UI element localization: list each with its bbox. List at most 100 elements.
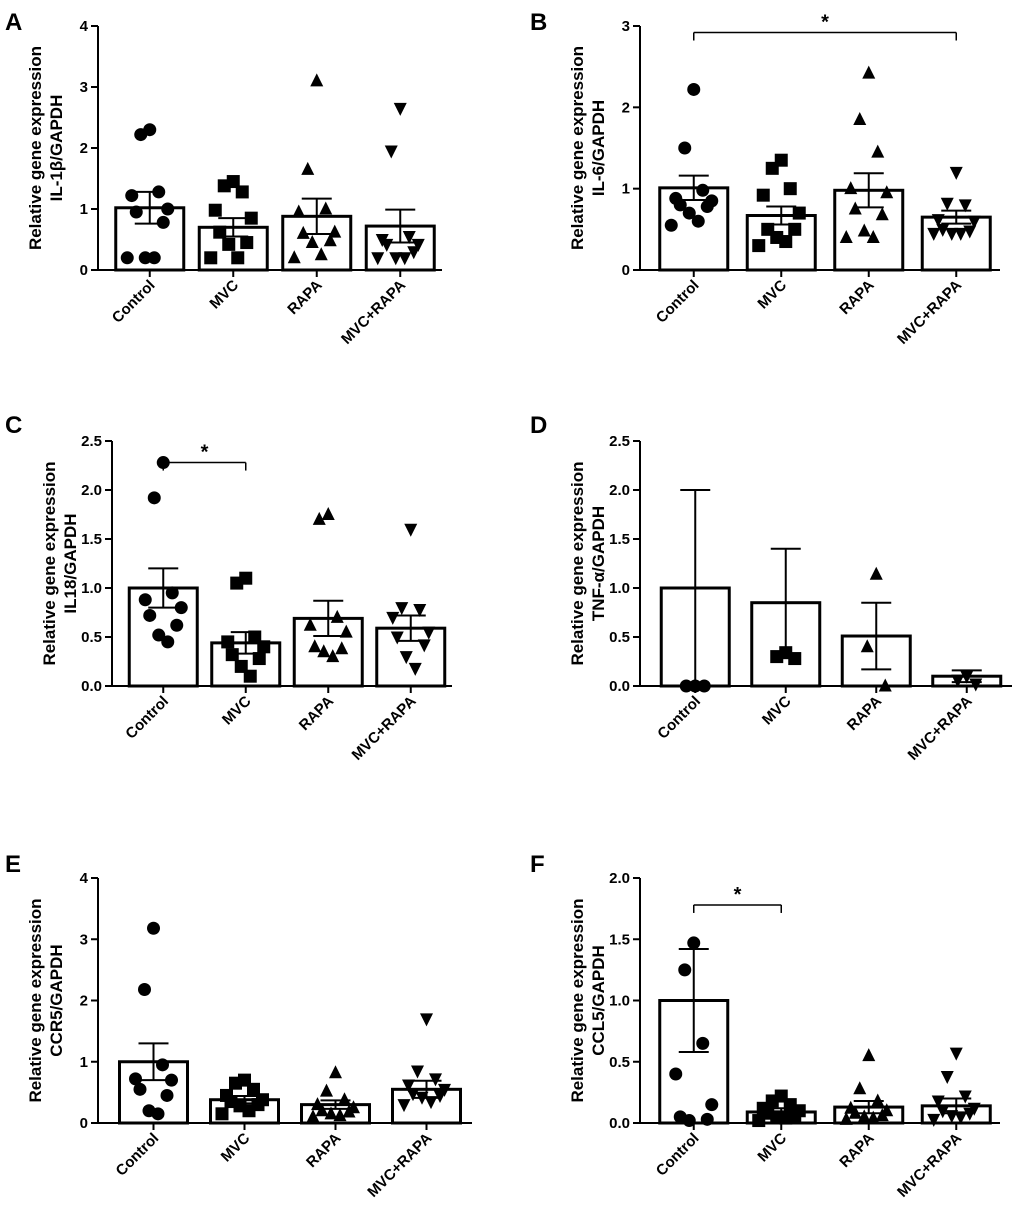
data-point — [156, 215, 170, 229]
data-point — [204, 251, 218, 265]
x-tick-label: MVC+RAPA — [338, 277, 409, 348]
y-axis-title-line: CCR5/GAPDH — [47, 944, 66, 1056]
data-point — [417, 639, 431, 653]
x-tick-label: Control — [654, 693, 704, 743]
panel-e: E Relative gene expression CCR5/GAPDH 0 1 2 3 4… — [5, 851, 472, 1201]
data-point — [247, 1082, 260, 1096]
x-tick-label: RAPA — [296, 693, 337, 734]
x-tick-label: Control — [653, 277, 703, 327]
data-point — [301, 161, 315, 175]
data-point — [397, 1099, 411, 1113]
data-point — [310, 73, 324, 87]
data-point — [862, 1048, 876, 1062]
y-tick-label: 2 — [80, 140, 88, 157]
y-tick-label: 2.0 — [609, 482, 630, 499]
data-point — [954, 1111, 968, 1125]
y-axis-title-line: IL18/GAPDH — [61, 513, 80, 613]
data-point — [147, 921, 160, 935]
y-tick-label: 0.0 — [81, 678, 102, 695]
data-point — [213, 225, 227, 239]
x-tick-label: MVC+RAPA — [349, 693, 420, 764]
data-point — [389, 252, 403, 266]
data-point — [244, 211, 258, 225]
data-point — [133, 1082, 147, 1096]
data-point — [129, 205, 143, 219]
significance-star: * — [734, 884, 742, 906]
panel-letter: A — [5, 9, 22, 36]
data-point — [221, 635, 235, 649]
y-tick-label: 3 — [80, 79, 88, 96]
data-point — [700, 1112, 714, 1126]
data-point — [305, 235, 319, 249]
y-axis-title-line: CCL5/GAPDH — [589, 945, 608, 1056]
x-tick-label: Control — [122, 693, 172, 743]
data-point — [243, 669, 257, 683]
y-tick-label: 3 — [622, 18, 630, 35]
data-point — [323, 233, 337, 247]
data-point — [958, 1090, 972, 1104]
data-point — [866, 1110, 880, 1124]
panel-b: B Relative gene expression IL-6/GAPDH 0 1 2 3 C… — [530, 9, 1000, 348]
data-point — [927, 1113, 941, 1127]
x-tick-label: RAPA — [284, 277, 325, 318]
data-point — [940, 1070, 954, 1084]
data-point — [165, 586, 179, 600]
panel-letter: C — [5, 412, 22, 439]
bar — [920, 215, 992, 272]
data-point — [866, 229, 880, 243]
y-tick-label: 3 — [80, 931, 88, 948]
data-point — [927, 227, 941, 241]
data-point — [839, 1111, 853, 1125]
data-point — [958, 199, 972, 213]
y-axis-title-line: Relative gene expression — [40, 461, 59, 665]
data-point — [138, 593, 152, 607]
y-tick-label: 1 — [80, 1054, 88, 1071]
data-point — [792, 206, 806, 220]
data-point — [404, 523, 418, 537]
x-tick-label: Control — [653, 1130, 703, 1180]
x-tick-label: MVC+RAPA — [364, 1130, 435, 1201]
y-axis-title-line: IL-1β/GAPDH — [47, 95, 66, 202]
data-point — [691, 214, 705, 228]
y-axis-title-line: Relative gene expression — [568, 46, 587, 250]
x-tick-label: RAPA — [836, 277, 877, 318]
data-point — [217, 179, 231, 193]
data-point — [700, 200, 714, 214]
x-tick-label: Control — [113, 1130, 163, 1180]
data-point — [242, 1104, 256, 1118]
data-point — [399, 651, 413, 665]
panel-d: D Relative gene expression TNF-α/GAPDH 0.0 0… — [530, 412, 1012, 764]
data-point — [326, 649, 340, 663]
data-point — [408, 662, 422, 676]
data-point — [386, 611, 400, 625]
data-point — [936, 1105, 950, 1119]
x-tick-label: RAPA — [303, 1130, 344, 1171]
data-point — [687, 82, 701, 96]
data-point — [342, 1104, 356, 1118]
data-point — [407, 246, 421, 260]
data-point — [129, 1072, 142, 1086]
data-point — [783, 182, 797, 196]
y-tick-label: 4 — [80, 870, 89, 887]
data-point — [330, 609, 344, 623]
data-point — [853, 1081, 867, 1095]
y-tick-label: 1 — [622, 181, 630, 198]
data-point — [945, 227, 959, 241]
data-point — [413, 604, 427, 618]
data-point — [752, 1114, 766, 1128]
x-tick-label: MVC — [754, 1130, 790, 1166]
data-point — [152, 628, 166, 642]
data-point — [871, 144, 885, 158]
data-point — [696, 1036, 710, 1050]
data-point — [339, 624, 353, 638]
data-point — [752, 239, 766, 253]
data-point — [161, 635, 175, 649]
data-point — [252, 652, 266, 666]
data-point — [208, 203, 222, 217]
data-point — [875, 1108, 889, 1122]
y-tick-label: 0.0 — [609, 1115, 630, 1132]
data-point — [120, 251, 134, 265]
data-point — [788, 652, 802, 666]
data-point — [303, 617, 317, 631]
data-point — [324, 1106, 338, 1120]
